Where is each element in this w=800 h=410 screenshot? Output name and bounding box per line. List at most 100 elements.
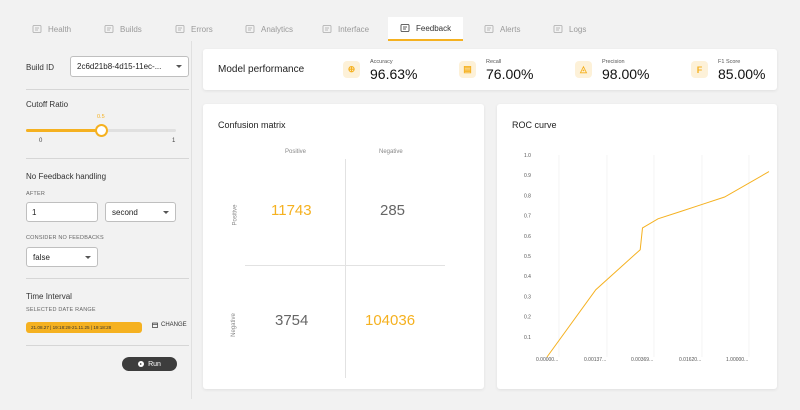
play-icon (138, 361, 145, 367)
cutoff-value-label: 0.5 (97, 114, 105, 120)
bell-icon (484, 25, 494, 33)
tab-label: Alerts (500, 24, 521, 34)
divider (26, 158, 189, 159)
build-id-value: 2c6d21b8-4d15-11ec-... (77, 62, 162, 71)
date-range-chip[interactable]: 21.08.27 | 19:18:28-21.11.25 | 19:18:28 (26, 322, 142, 333)
consider-value: false (33, 252, 50, 262)
chevron-down-icon (163, 211, 169, 214)
selected-range-label: SELECTED DATE RANGE (26, 307, 96, 313)
y-tick-label: 0.5 (524, 254, 531, 260)
precision-icon: ◬ (575, 61, 592, 78)
build-id-label: Build ID (26, 63, 55, 72)
cm-row-label: Positive (232, 204, 239, 226)
x-tick-label: 0.00000... (536, 357, 558, 363)
y-tick-label: 0.7 (524, 214, 531, 220)
tab-label: Health (48, 24, 72, 34)
cm-divider (245, 265, 445, 266)
confusion-matrix-card: Confusion matrix Positive Negative Posit… (203, 104, 484, 389)
consider-label: CONSIDER NO FEEDBACKS (26, 235, 104, 241)
cm-divider (345, 159, 346, 378)
tab-label: Errors (191, 24, 213, 34)
feedback-icon (400, 24, 410, 32)
tab-builds[interactable]: Builds (92, 17, 154, 41)
y-tick-label: 0.4 (524, 274, 531, 280)
y-tick-label: 0.3 (524, 294, 531, 300)
sidebar: Build ID 2c6d21b8-4d15-11ec-... Cutoff R… (14, 41, 192, 399)
document-icon: ▤ (459, 61, 476, 78)
cutoff-max-label: 1 (172, 138, 176, 144)
metric-name: Precision (602, 59, 625, 65)
f1-icon: F (691, 61, 708, 78)
y-tick-label: 0.8 (524, 193, 531, 199)
x-tick-label: 0.00137... (584, 357, 606, 363)
metric-value: 85.00% (718, 66, 766, 82)
tab-errors[interactable]: Errors (163, 17, 225, 41)
tab-label: Feedback (416, 23, 452, 33)
tab-health[interactable]: Health (20, 17, 83, 41)
change-button[interactable]: CHANGE (152, 322, 187, 328)
builds-icon (104, 25, 114, 33)
metric-name: Recall (486, 59, 502, 65)
performance-title: Model performance (218, 64, 305, 75)
y-tick-label: 0.2 (524, 315, 531, 321)
chevron-down-icon (85, 256, 91, 259)
after-input-value: 1 (32, 207, 37, 217)
y-tick-label: 0.9 (524, 173, 531, 179)
y-tick-label: 0.6 (524, 234, 531, 240)
cutoff-slider-fill (26, 129, 101, 132)
roc-chart: 1.0 0.9 0.8 0.7 0.6 0.5 0.4 0.3 0.2 0.1 0.00000...… (524, 153, 770, 363)
tab-analytics[interactable]: Analytics (233, 17, 305, 41)
no-feedback-label: No Feedback handling (26, 172, 107, 181)
consider-select[interactable]: false (26, 247, 98, 267)
cutoff-ratio-label: Cutoff Ratio (26, 100, 69, 109)
calendar-icon (152, 322, 158, 328)
tab-label: Interface (338, 24, 370, 34)
run-button[interactable]: Run (122, 357, 177, 371)
tab-label: Logs (569, 24, 587, 34)
cutoff-slider[interactable] (26, 124, 176, 137)
interface-icon (322, 25, 332, 33)
tab-feedback[interactable]: Feedback (388, 17, 464, 41)
confusion-title: Confusion matrix (218, 120, 286, 130)
tab-interface[interactable]: Interface (310, 17, 381, 41)
tab-label: Builds (120, 24, 142, 34)
after-unit-value: second (112, 207, 138, 217)
metric-name: F1 Score (718, 59, 741, 65)
metric-name: Accuracy (370, 59, 393, 65)
divider (26, 89, 189, 90)
after-unit-select[interactable]: second (105, 202, 176, 222)
cm-row-label: Negative (230, 313, 237, 337)
tab-bar: Health Builds Errors Analytics Interface Feed… (0, 0, 800, 41)
analytics-icon (245, 25, 255, 33)
model-performance-card: Model performance ⊕ Accuracy 96.63% ▤ Recall… (203, 49, 777, 90)
cm-col-label: Positive (285, 149, 307, 155)
x-tick-label: 0.01620... (679, 357, 701, 363)
cutoff-slider-thumb[interactable] (95, 124, 108, 137)
roc-title: ROC curve (512, 120, 557, 130)
metric-value: 96.63% (370, 66, 418, 82)
tab-alerts[interactable]: Alerts (472, 17, 532, 41)
roc-curve-card: ROC curve 1.0 0.9 0.8 0.7 0.6 0.5 0.4 0.3 0.2 0.1… (497, 104, 777, 389)
target-icon: ⊕ (343, 61, 360, 78)
build-id-select[interactable]: 2c6d21b8-4d15-11ec-... (70, 56, 189, 77)
tab-logs[interactable]: Logs (541, 17, 598, 41)
logs-icon (553, 25, 563, 33)
warning-icon (175, 25, 185, 33)
x-tick-label: 0.00369... (631, 357, 653, 363)
cm-cell-tp: 11743 (271, 202, 312, 219)
divider (26, 278, 189, 279)
change-label: CHANGE (161, 322, 187, 328)
cm-cell-fp: 3754 (275, 312, 309, 329)
divider (26, 345, 189, 346)
after-input[interactable]: 1 (26, 202, 98, 222)
cm-col-label: Negative (379, 149, 403, 155)
date-range-value: 21.08.27 | 19:18:28-21.11.25 | 19:18:28 (31, 325, 112, 330)
cm-cell-tn: 104036 (365, 312, 416, 329)
cm-cell-fn: 285 (380, 202, 406, 219)
tab-label: Analytics (261, 24, 294, 34)
metric-value: 98.00% (602, 66, 650, 82)
metric-value: 76.00% (486, 66, 534, 82)
health-icon (32, 25, 42, 33)
after-label: AFTER (26, 191, 46, 197)
chevron-down-icon (176, 65, 182, 68)
